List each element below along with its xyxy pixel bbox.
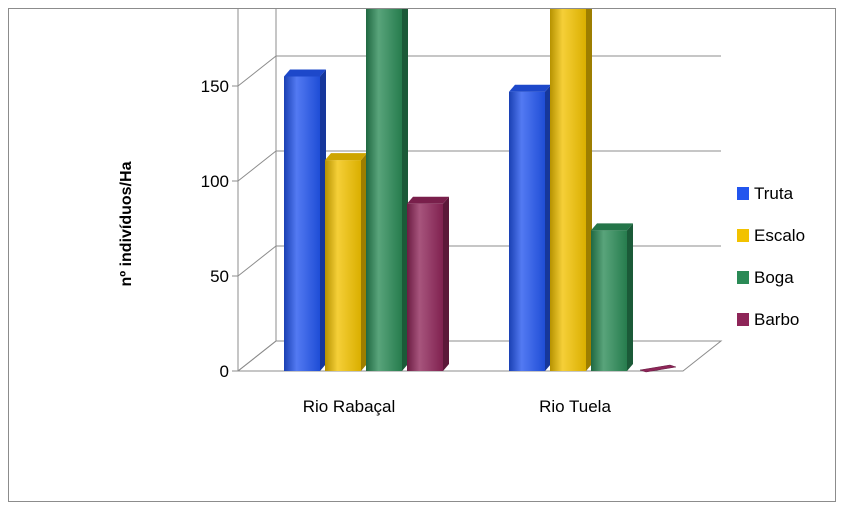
- legend-item-escalo: Escalo: [737, 226, 805, 245]
- x-category-label: Rio Tuela: [539, 397, 611, 416]
- side-wall: [237, 9, 277, 372]
- y-tick-label: 0: [220, 362, 229, 381]
- legend-label: Escalo: [754, 226, 805, 245]
- legend-swatch: [737, 187, 749, 200]
- legend-swatch: [737, 313, 749, 326]
- y-tick-label: 100: [201, 172, 229, 191]
- y-axis-title: nº indivíduos/Ha: [118, 161, 135, 286]
- legend-item-truta: Truta: [737, 184, 794, 203]
- legend-item-boga: Boga: [737, 268, 794, 287]
- bar-truta-2: [509, 84, 551, 371]
- bar-barbo-1: [407, 196, 449, 371]
- legend-item-barbo: Barbo: [737, 310, 799, 329]
- y-tick-label: 150: [201, 77, 229, 96]
- bar-escalo-2: [550, 9, 592, 372]
- x-category-label: Rio Rabaçal: [303, 397, 396, 416]
- legend-label: Boga: [754, 268, 794, 287]
- y-tick-label: 50: [210, 267, 229, 286]
- bar-escalo-1: [325, 153, 367, 371]
- legend-swatch: [737, 271, 749, 284]
- bar-truta-1: [284, 69, 326, 371]
- legend-swatch: [737, 229, 749, 242]
- legend-label: Barbo: [754, 310, 799, 329]
- bar-boga-1: [366, 9, 408, 371]
- bar-boga-2: [591, 223, 633, 371]
- legend-label: Truta: [754, 184, 794, 203]
- bar-barbo-2: [639, 364, 677, 373]
